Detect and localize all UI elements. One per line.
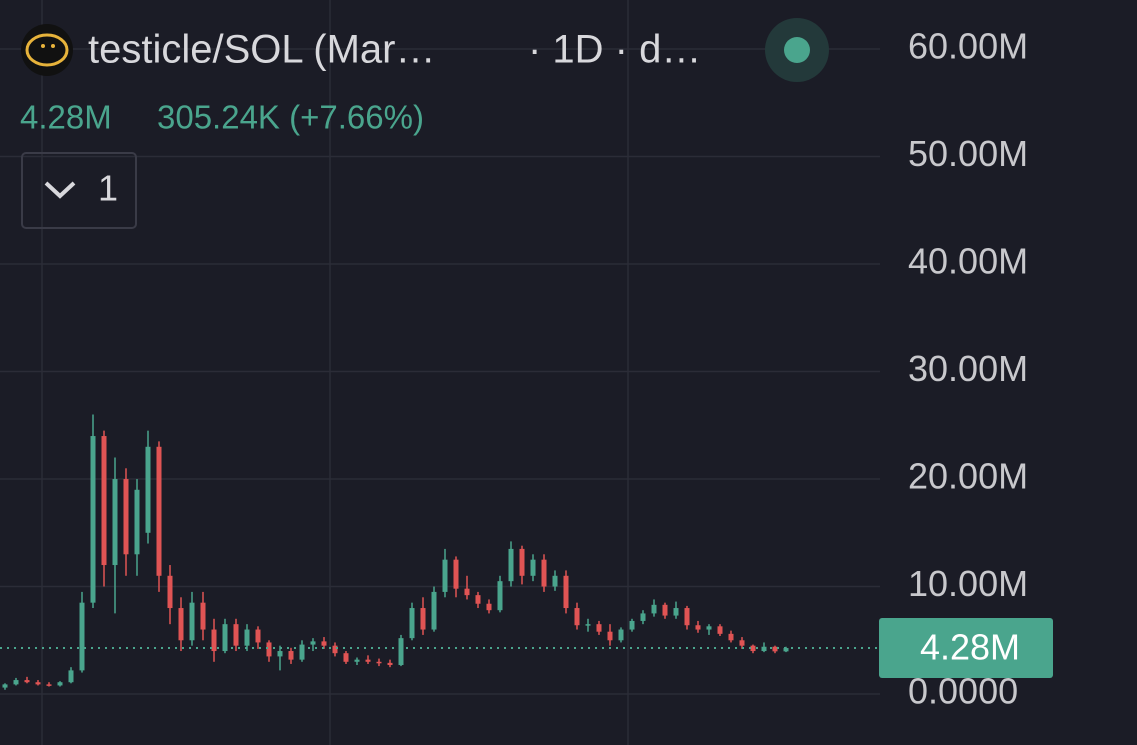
candle-body bbox=[475, 595, 481, 604]
y-tick-label: 20.00M bbox=[908, 456, 1028, 497]
candle-body bbox=[222, 624, 228, 652]
last-price-tag-label: 4.28M bbox=[920, 627, 1020, 668]
candle-body bbox=[453, 559, 459, 589]
candle-body bbox=[376, 661, 382, 664]
candle-body bbox=[728, 633, 734, 641]
candle-body bbox=[750, 645, 756, 652]
candle-body bbox=[200, 602, 206, 630]
status-dot bbox=[784, 37, 810, 63]
candle-body bbox=[112, 479, 118, 566]
candles bbox=[2, 414, 789, 690]
candle-body bbox=[189, 602, 195, 641]
candle-body bbox=[24, 680, 30, 683]
token-icon-face bbox=[25, 33, 69, 67]
y-tick-label: 50.00M bbox=[908, 133, 1028, 174]
candle-body bbox=[233, 624, 239, 646]
vertical-grid bbox=[41, 0, 629, 745]
candle-body bbox=[618, 629, 624, 641]
candle-body bbox=[673, 608, 679, 616]
y-tick-label: 60.00M bbox=[908, 26, 1028, 67]
candle-body bbox=[244, 629, 250, 646]
candle-body bbox=[431, 591, 437, 630]
candle-body bbox=[354, 659, 360, 662]
last-price-tag bbox=[879, 618, 1053, 679]
candle-body bbox=[706, 626, 712, 630]
chevron-icon bbox=[44, 181, 76, 199]
candle-body bbox=[123, 479, 129, 555]
candle-body bbox=[156, 446, 162, 576]
candle-body bbox=[640, 613, 646, 621]
candle-body bbox=[772, 646, 778, 652]
candle-body bbox=[596, 624, 602, 632]
candle-body bbox=[68, 670, 74, 683]
candle-body bbox=[563, 575, 569, 609]
candle-body bbox=[310, 641, 316, 645]
last-price: 4.28M bbox=[20, 99, 112, 136]
candle-body bbox=[46, 684, 52, 686]
candle-body bbox=[57, 682, 63, 686]
candle-body bbox=[739, 640, 745, 646]
price-change: 305.24K (+7.66%) bbox=[157, 99, 424, 136]
token-icon-eye bbox=[41, 44, 45, 48]
candle-body bbox=[13, 680, 19, 685]
candle-body bbox=[530, 559, 536, 576]
candle-body bbox=[519, 548, 525, 576]
candle-body bbox=[266, 642, 272, 657]
candle-body bbox=[299, 644, 305, 660]
candle-body bbox=[783, 648, 789, 652]
candle-body bbox=[387, 662, 393, 666]
candle-body bbox=[145, 446, 151, 533]
candle-body bbox=[35, 682, 41, 685]
y-tick-label: 30.00M bbox=[908, 348, 1028, 389]
candle-body bbox=[2, 684, 8, 688]
candle-body bbox=[541, 559, 547, 587]
candle-body bbox=[288, 651, 294, 660]
y-tick-label: 40.00M bbox=[908, 241, 1028, 282]
candle-body bbox=[365, 659, 371, 662]
candle-body bbox=[607, 631, 613, 641]
candle-body bbox=[79, 602, 85, 671]
candle-body bbox=[178, 608, 184, 641]
candle-body bbox=[629, 620, 635, 630]
candle-body bbox=[684, 608, 690, 626]
indicators-toggle[interactable] bbox=[21, 152, 137, 229]
overlay: 0.000010.00M20.00M30.00M40.00M50.00M60.0… bbox=[0, 26, 1053, 712]
candle-body bbox=[167, 575, 173, 609]
candle-body bbox=[211, 629, 217, 652]
candle-body bbox=[552, 575, 558, 587]
candle-body bbox=[398, 638, 404, 666]
candle-body bbox=[277, 651, 283, 657]
candle-body bbox=[651, 604, 657, 614]
token-icon-eye bbox=[51, 44, 55, 48]
candle-body bbox=[255, 629, 261, 643]
grid bbox=[0, 48, 880, 695]
interval[interactable]: · 1D · d… bbox=[528, 28, 701, 72]
candle-body bbox=[717, 626, 723, 634]
candle-body bbox=[486, 603, 492, 611]
symbol-title[interactable]: testicle/SOL (Mar… bbox=[88, 28, 435, 72]
candle-body bbox=[321, 641, 327, 646]
y-tick-label: 10.00M bbox=[908, 563, 1028, 604]
candle-body bbox=[343, 653, 349, 662]
candle-body bbox=[134, 489, 140, 555]
candle-body bbox=[574, 608, 580, 626]
candle-body bbox=[442, 559, 448, 592]
candle-body bbox=[420, 608, 426, 630]
candle-body bbox=[464, 588, 470, 596]
candle-body bbox=[662, 604, 668, 616]
candle-body bbox=[332, 645, 338, 654]
candle-body bbox=[585, 624, 591, 626]
candle-body bbox=[409, 608, 415, 639]
candle-body bbox=[101, 436, 107, 566]
candle-body bbox=[508, 548, 514, 582]
candle-body bbox=[497, 581, 503, 611]
indicator-count: 1 bbox=[98, 168, 118, 209]
token-icon bbox=[21, 24, 73, 76]
candle-body bbox=[695, 625, 701, 630]
candle-body bbox=[90, 436, 96, 603]
